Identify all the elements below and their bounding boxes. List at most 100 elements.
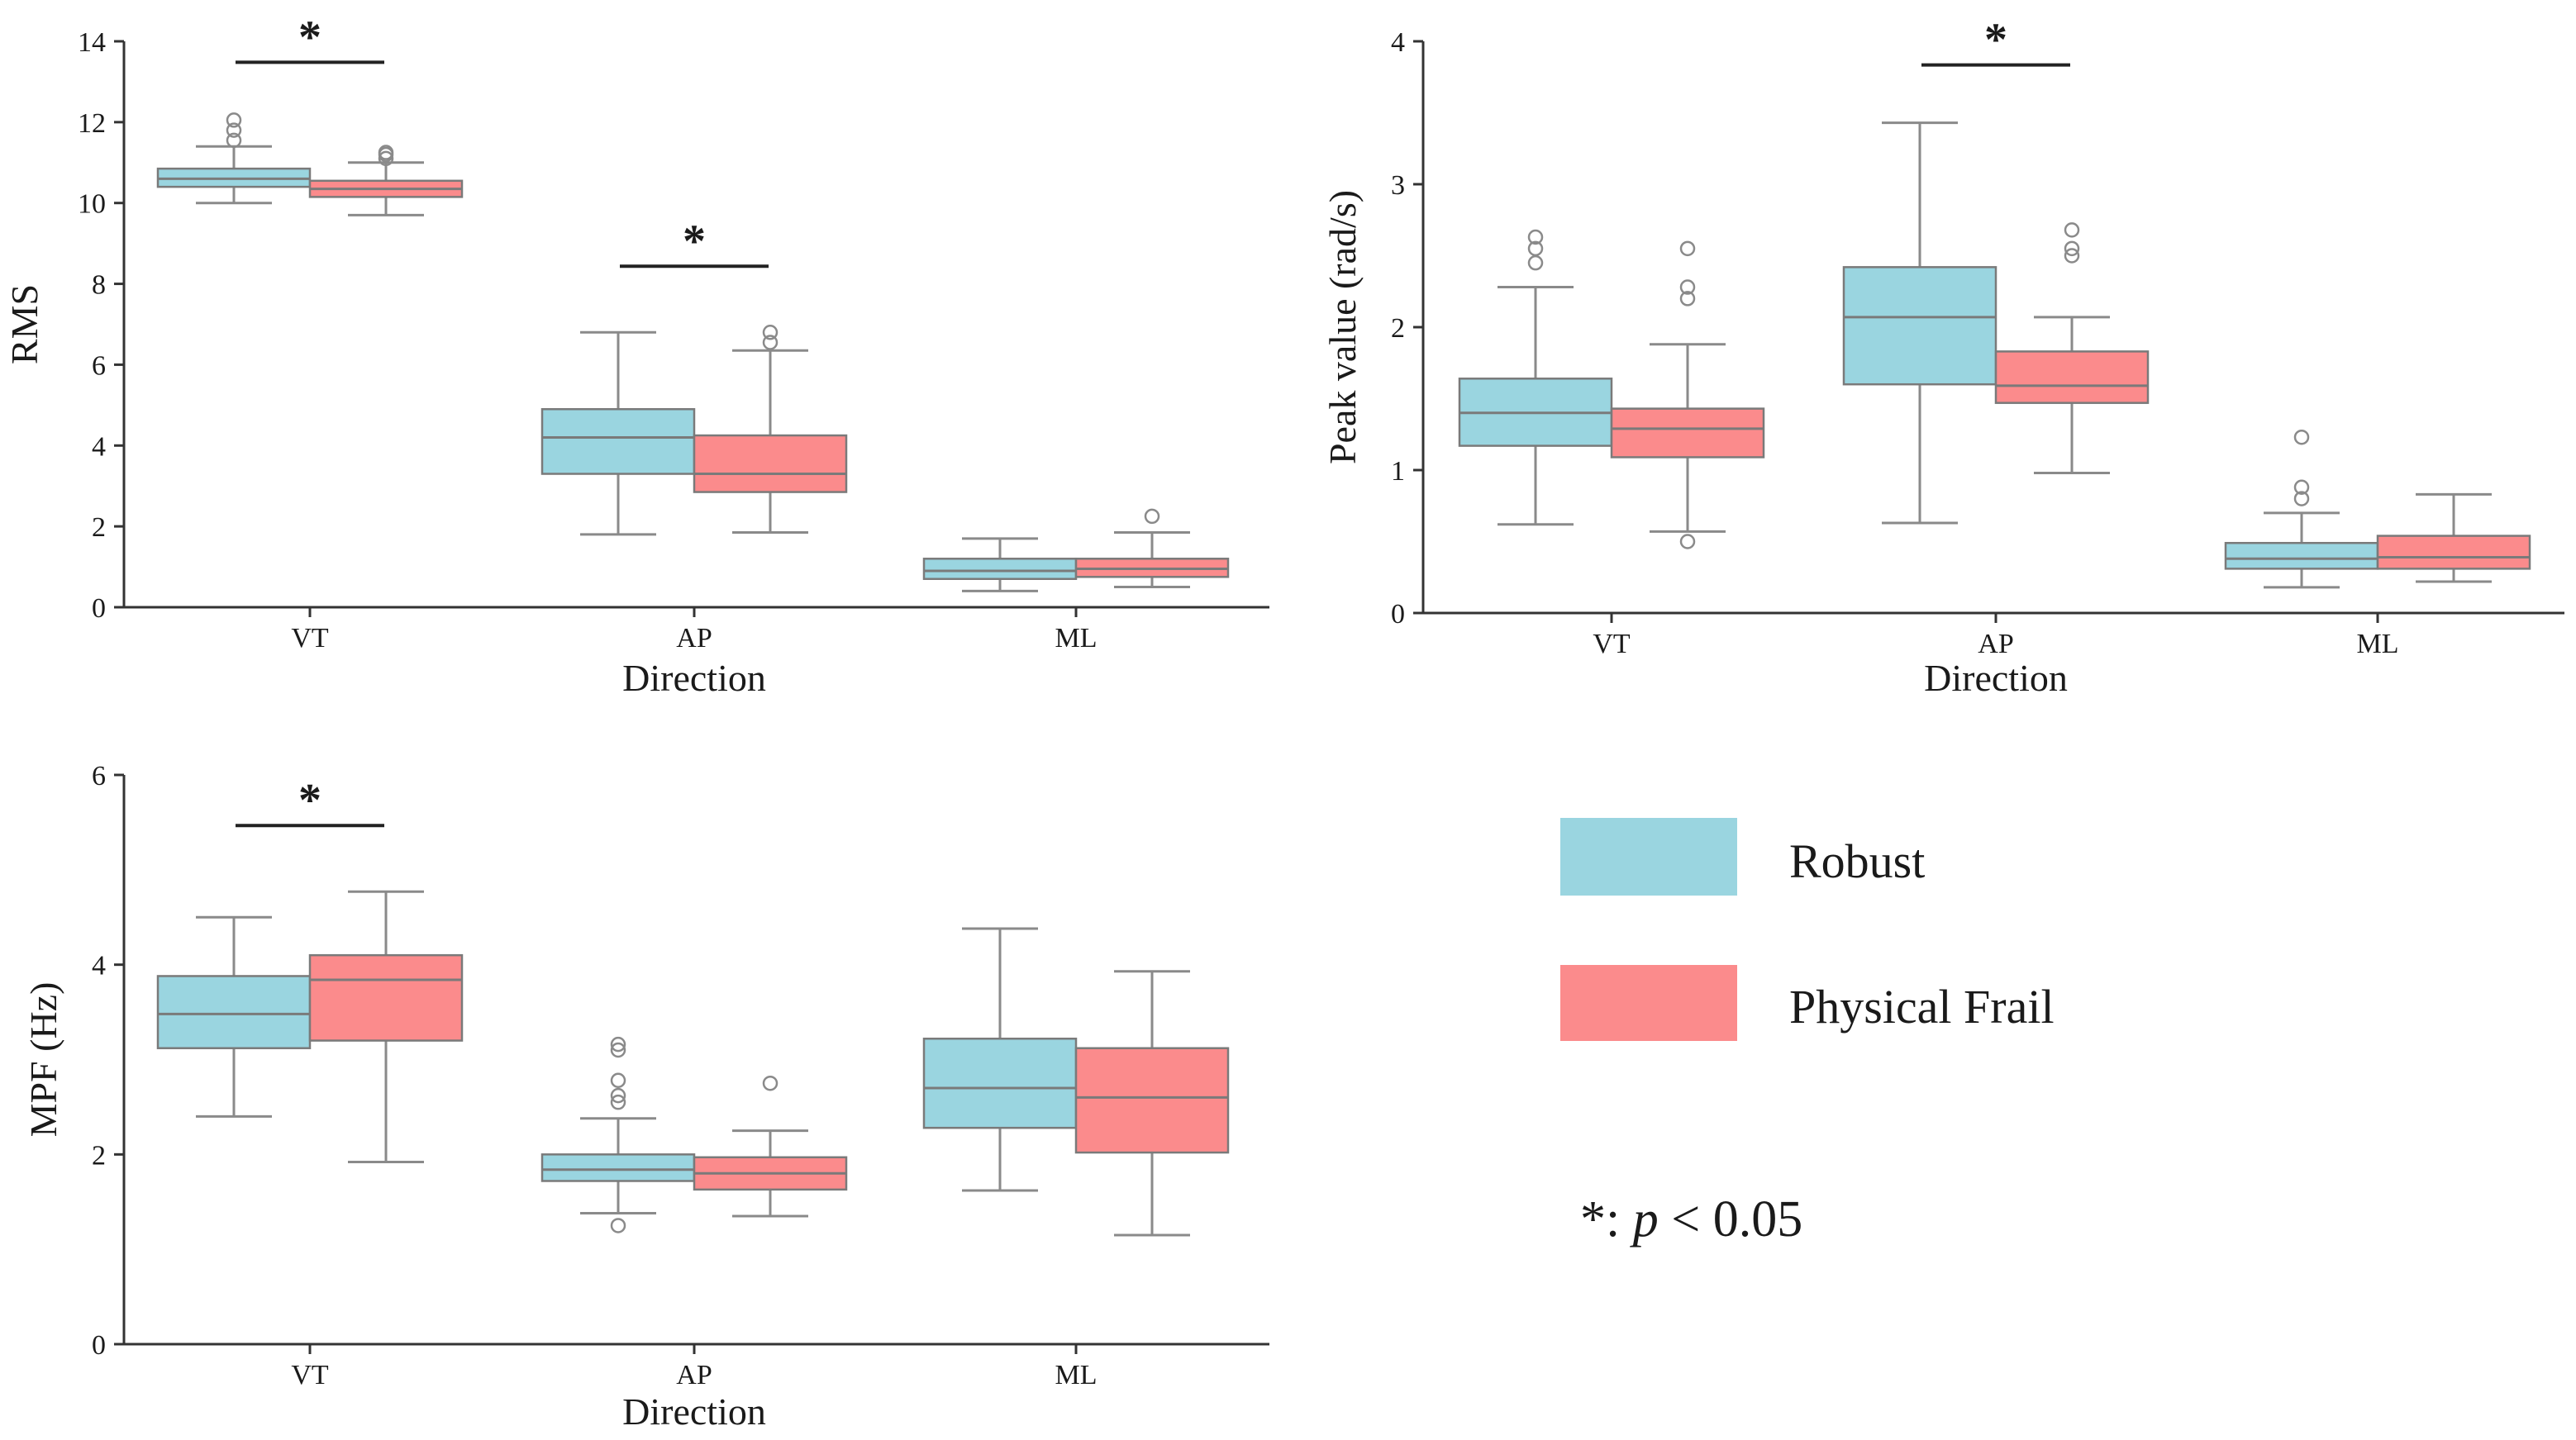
y-tick-label: 8 <box>92 270 106 301</box>
iqr-box <box>1842 266 1997 386</box>
box-physical-frail-vt <box>308 145 464 216</box>
outlier-point <box>762 325 779 340</box>
iqr-box <box>693 434 848 493</box>
outlier-point <box>2293 479 2310 496</box>
outlier-point <box>610 1087 626 1104</box>
outlier-point <box>1527 254 1544 271</box>
box-physical-frail-ap <box>1994 222 2150 474</box>
outlier-point <box>610 1036 626 1053</box>
x-axis-title: Direction <box>622 1390 766 1433</box>
outlier-point <box>378 145 394 160</box>
outlier-point <box>2064 248 2080 264</box>
iqr-box <box>922 558 1078 580</box>
outlier-point <box>226 112 242 128</box>
y-axis-title: RMS <box>3 284 45 364</box>
outlier-point <box>610 1072 626 1089</box>
box-robust-ap <box>540 1036 696 1233</box>
significance-star-vt: * <box>298 775 321 826</box>
box-physical-frail-ap <box>693 1075 848 1218</box>
box-robust-ap <box>540 330 696 536</box>
outlier-point <box>2293 491 2310 506</box>
significance-star-vt: * <box>298 12 321 63</box>
box-robust-ml <box>922 927 1078 1192</box>
box-physical-frail-ap <box>693 325 848 534</box>
x-axis-title: Direction <box>622 657 766 699</box>
significance-note-suffix: < 0.05 <box>1659 1191 1802 1248</box>
y-tick-label: 0 <box>92 593 106 624</box>
x-tick-label-ml: ML <box>1055 1360 1098 1390</box>
significance-star-ap: * <box>683 216 706 267</box>
outlier-point <box>226 122 242 138</box>
y-axis-title: Peak value (rad/s) <box>1321 190 1364 464</box>
box-physical-frail-ml <box>1074 508 1230 589</box>
outlier-point <box>610 1218 626 1233</box>
outlier-point <box>2064 222 2080 238</box>
outlier-point <box>762 335 779 350</box>
significance-note-prefix: *: <box>1580 1191 1633 1248</box>
y-tick-label: 2 <box>92 1140 106 1171</box>
box-robust-vt <box>156 112 312 205</box>
y-axis-title: MPF (Hz) <box>22 982 64 1138</box>
legend: Robust Physical Frail <box>1560 818 2055 1041</box>
x-axis-title: Direction <box>1924 657 2068 699</box>
iqr-box <box>540 408 696 475</box>
legend-swatch-robust <box>1560 818 1737 896</box>
box-robust-vt <box>1458 229 1613 526</box>
iqr-box <box>308 953 464 1042</box>
iqr-box <box>922 1037 1078 1129</box>
rms-boxplot-panel: 0 2 4 6 8 10 12 14 VT AP ML Direction RMS * * <box>3 12 1269 699</box>
significance-star-ap: * <box>1984 15 2007 66</box>
box-robust-ml <box>922 537 1078 592</box>
y-tick-label: 1 <box>1391 456 1405 487</box>
y-tick-label: 10 <box>78 189 106 220</box>
outlier-point <box>1527 240 1544 257</box>
outlier-point <box>1679 279 1696 295</box>
outlier-point <box>1679 534 1696 549</box>
box-physical-frail-vt <box>308 890 464 1164</box>
outlier-point <box>2293 429 2310 445</box>
x-tick-label-ml: ML <box>1055 623 1098 653</box>
y-tick-label: 0 <box>1391 599 1405 630</box>
iqr-box <box>1074 1047 1230 1154</box>
box-robust-ap <box>1842 121 1997 525</box>
box-physical-frail-ml <box>2376 492 2531 583</box>
x-tick-label-ap: AP <box>676 1360 712 1390</box>
x-tick-label-vt: VT <box>1593 629 1631 659</box>
y-tick-label: 3 <box>1391 170 1405 201</box>
box-robust-vt <box>156 915 312 1118</box>
outlier-point <box>226 132 242 149</box>
outlier-point <box>1527 229 1544 245</box>
outlier-point <box>610 1042 626 1058</box>
iqr-box <box>1994 350 2150 404</box>
outlier-point <box>1144 508 1160 525</box>
y-tick-label: 2 <box>92 512 106 543</box>
iqr-box <box>1610 407 1765 459</box>
outlier-point <box>1679 291 1696 307</box>
iqr-box <box>2224 541 2379 570</box>
legend-label-robust: Robust <box>1789 834 1925 888</box>
y-tick-label: 6 <box>92 350 106 381</box>
significance-note-variable: p <box>1630 1191 1659 1248</box>
legend-label-physical-frail: Physical Frail <box>1789 980 2055 1034</box>
outlier-point <box>2064 240 2080 257</box>
y-tick-label: 6 <box>92 761 106 791</box>
peak-value-boxplot-panel: 0 1 2 3 4 VT AP ML Direction Peak value (rad/s) * <box>1321 15 2564 699</box>
x-tick-label-vt: VT <box>291 1360 329 1390</box>
y-tick-label: 4 <box>1391 27 1405 58</box>
outlier-point <box>1679 240 1696 257</box>
iqr-box <box>156 975 312 1049</box>
iqr-box <box>540 1153 696 1182</box>
box-physical-frail-ml <box>1074 970 1230 1237</box>
box-robust-ml <box>2224 429 2379 589</box>
y-tick-label: 4 <box>92 431 106 462</box>
outlier-point <box>378 150 394 167</box>
iqr-box <box>2376 535 2531 570</box>
x-tick-label-vt: VT <box>291 623 329 653</box>
y-tick-label: 4 <box>92 951 106 981</box>
legend-swatch-physical-frail <box>1560 965 1737 1041</box>
x-tick-label-ap: AP <box>676 623 712 653</box>
x-tick-label-ap: AP <box>1978 629 2013 659</box>
significance-note: *: p < 0.05 <box>1580 1191 1802 1248</box>
y-tick-label: 2 <box>1391 313 1405 344</box>
